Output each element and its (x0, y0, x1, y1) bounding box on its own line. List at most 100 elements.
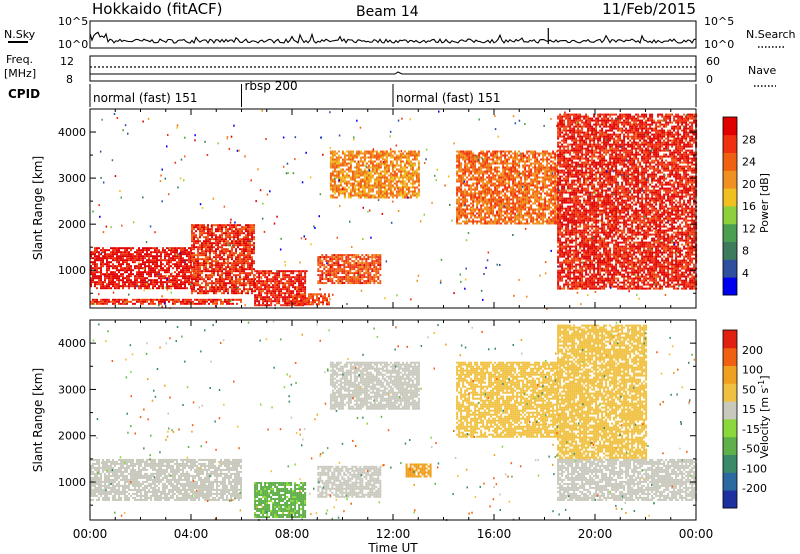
heatmap-cell (417, 178, 420, 181)
heatmap-cell (484, 178, 487, 181)
heatmap-cell (140, 265, 142, 268)
heatmap-cell (520, 172, 523, 175)
heatmap-cell (190, 263, 192, 266)
heatmap-cell (494, 204, 497, 207)
heatmap-cell (379, 162, 382, 165)
heatmap-cell (367, 188, 370, 191)
heatmap-cell (345, 190, 348, 193)
heatmap-cell (377, 260, 380, 263)
heatmap-cell (375, 196, 378, 199)
heatmap-cell (120, 265, 122, 268)
heatmap-cell (557, 235, 560, 238)
heatmap-cell (217, 288, 219, 291)
heatmap-cell (106, 257, 108, 260)
heatmap-cell (492, 172, 495, 175)
heatmap-cell (298, 288, 301, 291)
heatmap-cell (488, 210, 491, 213)
heatmap-cell (371, 196, 374, 199)
heatmap-cell (270, 272, 273, 275)
heatmap-cell (247, 288, 249, 291)
heatmap-cell (554, 164, 557, 167)
heatmap-cell (508, 174, 511, 177)
heatmap-cell (559, 129, 562, 132)
heatmap-cell (546, 160, 549, 163)
heatmap-cell (486, 198, 489, 201)
heatmap-cell (512, 204, 515, 207)
heatmap-cell (544, 202, 547, 205)
heatmap-cell (476, 168, 479, 171)
heatmap-cell (335, 156, 338, 159)
heatmap-cell (282, 274, 285, 277)
heatmap-cell (156, 271, 158, 274)
heatmap-cell (126, 261, 128, 264)
heatmap-cell (148, 257, 150, 260)
heatmap-cell (323, 272, 326, 275)
heatmap-cell (130, 271, 132, 274)
heatmap-cell (500, 158, 503, 161)
heatmap-cell (110, 281, 112, 284)
heatmap-cell (235, 248, 237, 251)
heatmap-cell (557, 121, 560, 124)
heatmap-cell (188, 259, 190, 262)
heatmap-cell (144, 277, 146, 280)
heatmap-cell (345, 274, 348, 277)
heatmap-cell (484, 206, 487, 209)
heatmap-cell (554, 184, 557, 187)
heatmap-cell (114, 259, 116, 262)
heatmap-cell (100, 275, 102, 278)
heatmap-cell (180, 279, 182, 282)
heatmap-cell (158, 265, 160, 268)
heatmap-cell (472, 174, 475, 177)
heatmap-cell (530, 172, 533, 175)
heatmap-cell (276, 276, 279, 279)
heatmap-cell (462, 214, 465, 217)
heatmap-cell (176, 257, 178, 260)
heatmap-cell (195, 242, 197, 245)
heatmap-cell (351, 194, 354, 197)
heatmap-cell (100, 267, 102, 270)
heatmap-cell (168, 253, 170, 256)
heatmap-cell (292, 270, 295, 273)
heatmap-cell (544, 172, 547, 175)
heatmap-cell (193, 286, 195, 289)
heatmap-cell (351, 266, 354, 269)
heatmap-cell (371, 194, 374, 197)
heatmap-cell (557, 237, 560, 240)
heatmap-cell (381, 184, 384, 187)
heatmap-cell (219, 238, 221, 241)
heatmap-cell (548, 162, 551, 165)
heatmap-cell (559, 119, 562, 122)
heatmap-cell (329, 158, 332, 161)
heatmap-cell (504, 188, 507, 191)
heatmap-cell (557, 227, 560, 230)
heatmap-cell (375, 184, 378, 187)
heatmap-cell (118, 271, 120, 274)
heatmap-cell (464, 220, 467, 223)
heatmap-cell (140, 281, 142, 284)
heatmap-cell (296, 280, 299, 283)
heatmap-cell (508, 158, 511, 161)
heatmap-cell (488, 180, 491, 183)
heatmap-cell (239, 260, 241, 263)
heatmap-cell (478, 180, 481, 183)
heatmap-cell (122, 267, 124, 270)
heatmap-cell (176, 281, 178, 284)
heatmap-cell (470, 188, 473, 191)
heatmap-cell (178, 285, 180, 288)
heatmap-cell (337, 272, 340, 275)
heatmap-cell (156, 273, 158, 276)
heatmap-cell (197, 256, 199, 259)
heatmap-cell (363, 168, 366, 171)
heatmap-cell (393, 178, 396, 181)
heatmap-cell (518, 164, 521, 167)
heatmap-cell (351, 160, 354, 163)
heatmap-cell (235, 234, 237, 237)
heatmap-cell (207, 268, 209, 271)
heatmap-cell (227, 288, 229, 291)
heatmap-cell (270, 294, 273, 297)
heatmap-cell (379, 152, 382, 155)
heatmap-cell (197, 284, 199, 287)
heatmap-cell (229, 280, 231, 283)
heatmap-cell (219, 276, 221, 279)
heatmap-cell (492, 178, 495, 181)
